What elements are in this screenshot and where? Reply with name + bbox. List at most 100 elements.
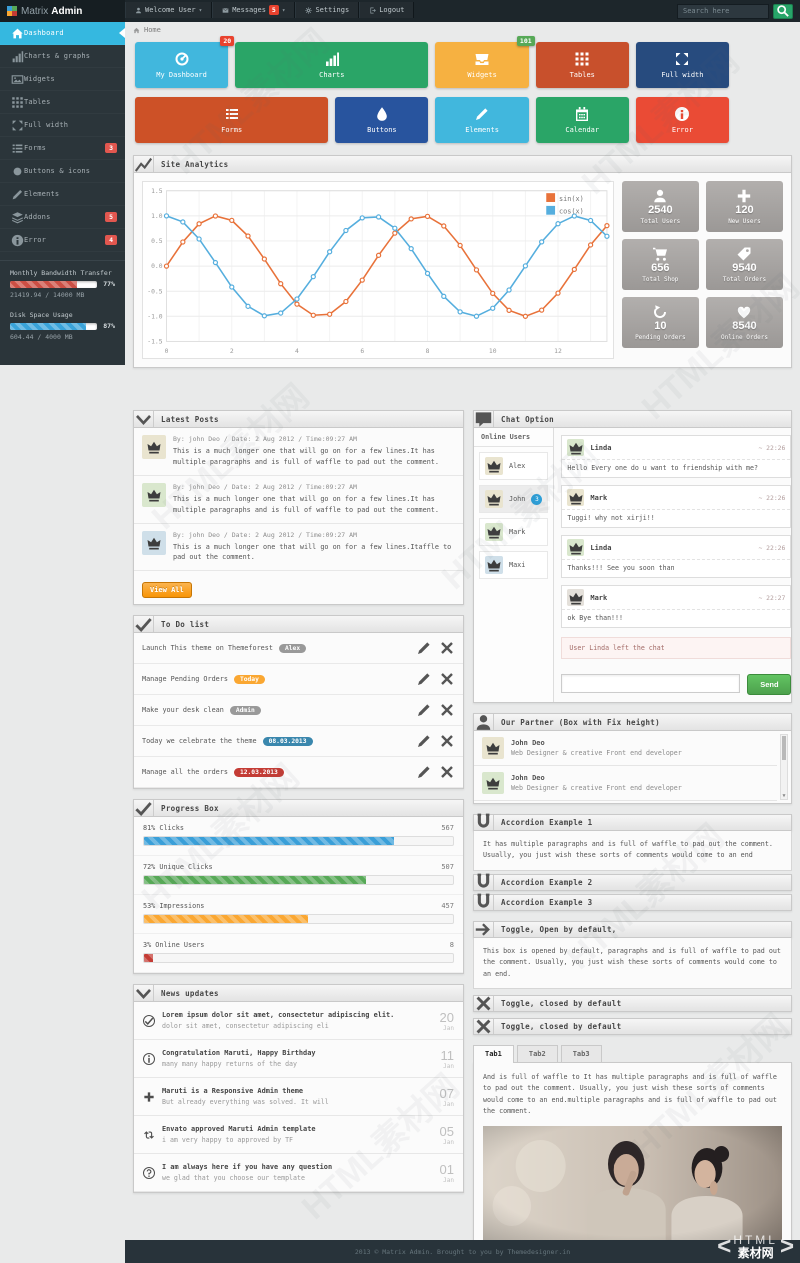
edit-icon[interactable] [416, 671, 432, 687]
topbar-menu-item[interactable]: Settings [295, 2, 360, 18]
sidebar-item[interactable]: Buttons & icons [0, 160, 125, 183]
tab[interactable]: Tab1 [473, 1044, 514, 1063]
sidebar-item[interactable]: Error 4 [0, 229, 125, 252]
view-all-button[interactable]: View All [142, 582, 192, 599]
online-user-row[interactable]: Alex [479, 452, 549, 480]
edit-icon[interactable] [416, 640, 432, 656]
toggle-section: Toggle, closed by default [473, 1017, 792, 1035]
svg-text:4: 4 [295, 348, 299, 355]
accordion-header[interactable]: Accordion Example 1 [473, 813, 792, 831]
widget-header[interactable]: Our Partner (Box with Fix height) [474, 714, 791, 731]
edit-icon[interactable] [416, 764, 432, 780]
sidebar-item-label: Dashboard [24, 29, 64, 37]
quick-tile[interactable]: Charts [235, 42, 429, 88]
tile-label: Calendar [565, 126, 600, 134]
quick-tile[interactable]: Tables [535, 42, 629, 88]
chat-input[interactable] [561, 674, 741, 693]
quick-tile[interactable]: 101 Widgets [435, 36, 535, 88]
scrollbar[interactable]: ▼ [780, 734, 788, 800]
accordion-title: Accordion Example 3 [501, 897, 593, 907]
delete-icon[interactable] [439, 764, 455, 780]
news-item-icon [143, 1052, 155, 1065]
quick-tile[interactable]: Error [635, 97, 729, 143]
online-user-row[interactable]: Mark [479, 518, 549, 546]
todo-item: Make your desk clean Admin [134, 695, 463, 727]
breadcrumb[interactable]: Home [133, 26, 792, 34]
news-item-icon [143, 1091, 155, 1103]
search-input[interactable] [677, 3, 769, 19]
toggle-title: Toggle, closed by default [501, 998, 622, 1008]
sidebar-item[interactable]: Elements [0, 183, 125, 206]
sidebar-item[interactable]: Dashboard [0, 22, 125, 45]
main-content: Home 20 My Dashboard Charts 101 [125, 0, 800, 1263]
accordion-header[interactable]: Accordion Example 2 [473, 873, 792, 891]
news-title: Maruti is a Responsive Admin theme [162, 1087, 304, 1096]
quick-tile[interactable]: Forms [135, 97, 329, 143]
sidebar-item[interactable]: Addons 5 [0, 206, 125, 229]
stat-label: Online Orders [720, 333, 768, 341]
delete-icon[interactable] [439, 640, 455, 656]
partner-row[interactable]: John Deo Web Designer & creative Front e… [474, 731, 777, 766]
widget-header[interactable]: Progress Box [134, 800, 463, 818]
widget-header[interactable]: Chat Option [474, 411, 791, 428]
stat-label: New Users [728, 217, 761, 225]
partner-row[interactable]: John Deo Web Designer & creative Front e… [474, 766, 777, 801]
post-text: This is a much longer one that will go o… [173, 494, 439, 514]
user-icon [474, 714, 494, 730]
message-time: ~ 22:26 [758, 443, 786, 452]
sidebar-item[interactable]: Charts & graphs [0, 45, 125, 68]
search-button[interactable] [773, 3, 793, 19]
tab[interactable]: Tab3 [560, 1044, 602, 1062]
scroll-down-arrow[interactable]: ▼ [782, 793, 786, 799]
topbar-menu-item[interactable]: Logout [359, 2, 415, 18]
stat-icon [652, 246, 668, 262]
usage-percent: 87% [103, 322, 115, 330]
quick-tile[interactable]: Full width [635, 42, 729, 88]
todo-text: Launch This theme on Themeforest [142, 644, 273, 653]
tab-strip: Tab1 Tab2 Tab3 [473, 1044, 792, 1063]
sidebar-item[interactable]: Full width [0, 114, 125, 137]
svg-text:-1.0: -1.0 [147, 313, 162, 320]
topbar-menu-item[interactable]: Welcome User ▾ [125, 2, 213, 18]
scrollbar-thumb[interactable] [782, 736, 786, 760]
chevron-down-icon [134, 411, 154, 427]
avatar [482, 737, 504, 759]
tab[interactable]: Tab2 [516, 1044, 558, 1062]
quick-tile[interactable]: 20 My Dashboard [135, 36, 235, 88]
sidebar-item[interactable]: Tables [0, 91, 125, 114]
sidebar-item-label: Elements [24, 190, 60, 198]
tile-icon [174, 51, 190, 71]
quick-tile[interactable]: Elements [435, 97, 529, 143]
widget-header[interactable]: Site Analytics [134, 156, 791, 173]
quick-tile[interactable]: Calendar [535, 97, 629, 143]
toggle-header[interactable]: Toggle, closed by default [473, 994, 792, 1012]
toggle-header[interactable]: Toggle, Open by default, [473, 920, 792, 938]
delete-icon[interactable] [439, 671, 455, 687]
check-icon [134, 800, 154, 817]
sidebar-item[interactable]: Widgets [0, 68, 125, 91]
news-title: Envato approved Maruti Admin template [162, 1125, 316, 1134]
online-user-row[interactable]: Maxi [479, 551, 549, 579]
toggle-header[interactable]: Toggle, closed by default [473, 1017, 792, 1035]
avatar [142, 530, 166, 555]
brand-logo[interactable]: Matrix Admin [0, 0, 125, 22]
svg-text:0.5: 0.5 [151, 238, 163, 245]
sidebar-item-label: Addons [24, 213, 51, 221]
delete-icon[interactable] [439, 702, 455, 718]
accordion-header[interactable]: Accordion Example 3 [473, 893, 792, 911]
edit-icon[interactable] [416, 733, 432, 749]
send-button[interactable]: Send [747, 674, 792, 695]
widget-header[interactable]: To Do list [134, 616, 463, 634]
footer-text: 2013 © Matrix Admin. Brought to you by T… [354, 1247, 571, 1256]
widget-header[interactable]: Latest Posts [134, 411, 463, 428]
message-sender: Mark [590, 593, 608, 602]
topbar-menu-item[interactable]: Messages 5 ▾ [212, 2, 296, 18]
edit-icon[interactable] [416, 702, 432, 718]
quick-tile[interactable]: Buttons [335, 97, 429, 143]
widget-header[interactable]: News updates [134, 985, 463, 1003]
online-user-row[interactable]: John 3 [479, 485, 549, 513]
todo-item: Manage all the orders 12.03.2013 [134, 757, 463, 789]
delete-icon[interactable] [439, 733, 455, 749]
sidebar-item[interactable]: Forms 3 [0, 137, 125, 160]
crown-icon [486, 458, 502, 474]
